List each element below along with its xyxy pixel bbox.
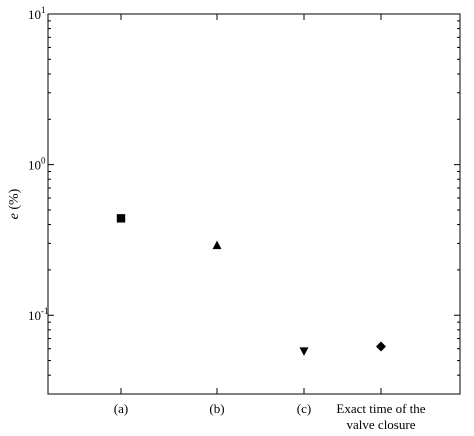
y-tick-label-exponent: -1 bbox=[41, 306, 49, 316]
x-tick-label-line: Exact time of the bbox=[336, 401, 425, 416]
x-tick-label: (c) bbox=[297, 401, 311, 416]
minor-ticks bbox=[48, 20, 460, 395]
y-tick-label-exponent: 0 bbox=[41, 156, 46, 166]
y-tick-label: 10-1 bbox=[28, 306, 49, 323]
y-axis-title-symbol: e bbox=[7, 213, 22, 219]
x-tick-label-line: (b) bbox=[209, 401, 224, 416]
x-tick-label-line: (a) bbox=[114, 401, 128, 416]
y-tick-label-base: 10 bbox=[28, 158, 41, 173]
y-tick-label: 100 bbox=[28, 156, 46, 173]
x-tick-label: (b) bbox=[209, 401, 224, 416]
y-tick-label-base: 10 bbox=[28, 7, 41, 22]
y-tick-label: 101 bbox=[28, 5, 46, 22]
y-tick-label-exponent: 1 bbox=[41, 5, 46, 15]
plot-frame bbox=[47, 13, 461, 395]
x-tick-labels: (a) (b) (c) Exact time of the valve closure bbox=[114, 401, 426, 432]
x-ticks bbox=[120, 14, 382, 394]
y-axis-title-unit: (%) bbox=[7, 188, 22, 213]
data-markers bbox=[116, 214, 386, 356]
data-point-diamond bbox=[376, 341, 386, 352]
y-axis-title: e (%) bbox=[7, 188, 22, 219]
data-point-triangle-down bbox=[299, 347, 309, 356]
x-tick-label-line: valve closure bbox=[347, 417, 416, 432]
y-tick-label-base: 10 bbox=[28, 308, 41, 323]
x-tick-label: Exact time of the valve closure bbox=[336, 401, 425, 432]
x-tick-label: (a) bbox=[114, 401, 128, 416]
x-tick-label-line: (c) bbox=[297, 401, 311, 416]
data-point-square bbox=[116, 214, 126, 223]
data-point-triangle-up bbox=[212, 240, 222, 250]
